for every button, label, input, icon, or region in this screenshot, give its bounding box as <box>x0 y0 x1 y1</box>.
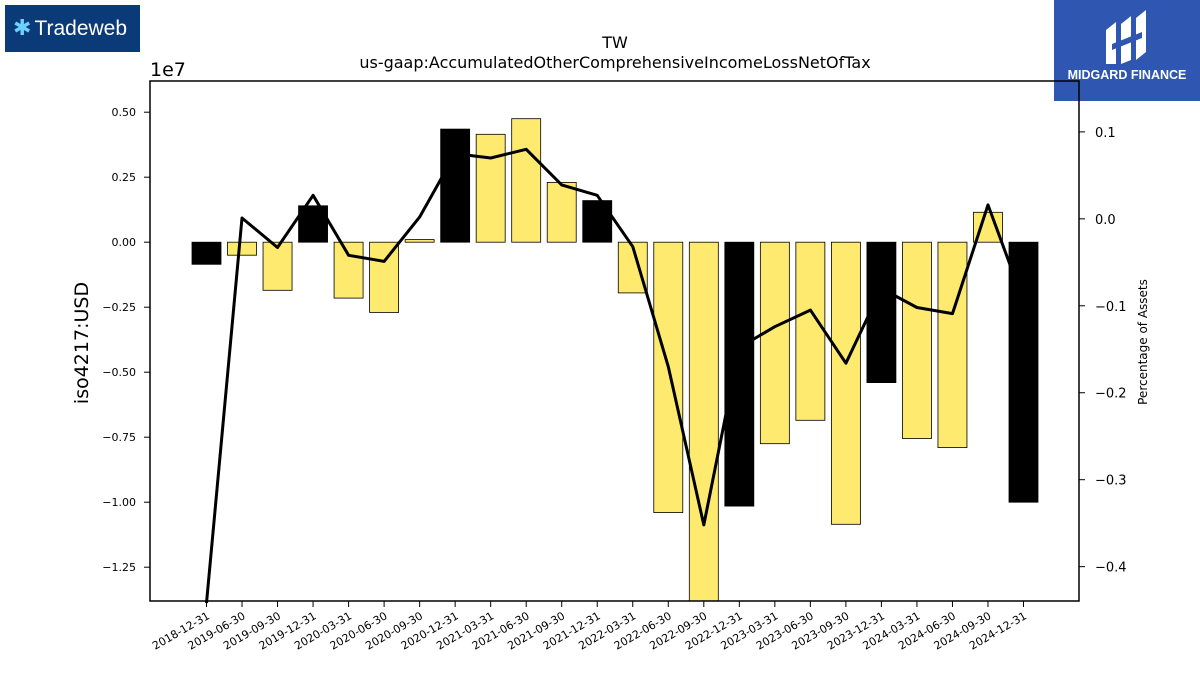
y2-tick-label: −0.2 <box>1095 387 1127 402</box>
tradeweb-logo-icon: ✱ <box>13 15 32 41</box>
y-tick-label: −1.00 <box>102 496 136 509</box>
bar-2022-09-30 <box>688 241 719 602</box>
y2-tick-label: −0.4 <box>1095 561 1127 576</box>
y-tick-label: 0.00 <box>112 236 137 249</box>
y-tick-label: −0.50 <box>102 366 136 379</box>
chart-subtitle: us-gaap:AccumulatedOtherComprehensiveInc… <box>359 53 870 72</box>
tradeweb-logo-text: Tradeweb <box>34 16 128 40</box>
y-axis-label: iso4217:USD <box>71 282 93 404</box>
bar-2019-09-30 <box>262 241 293 291</box>
y2-tick-label: −0.3 <box>1095 474 1127 489</box>
bar-2024-12-31 <box>1008 241 1039 503</box>
bar-2023-03-31 <box>759 241 790 445</box>
bar-2023-06-30 <box>795 241 826 421</box>
y-tick-label: −0.75 <box>102 431 136 444</box>
bar-2021-09-30 <box>546 181 577 243</box>
bar-2019-06-30 <box>227 241 257 256</box>
bar-2022-12-31 <box>724 241 755 507</box>
bar-2024-03-31 <box>902 241 932 439</box>
bar-2018-12-31 <box>191 241 222 265</box>
y2-tick-label: 0.1 <box>1095 126 1116 141</box>
bar-2020-06-30 <box>369 241 400 313</box>
midgard-logo-icon <box>1106 10 1146 64</box>
bar-2020-09-30 <box>404 239 435 243</box>
tradeweb-logo: ✱ Tradeweb <box>5 5 140 52</box>
y2-tick-label: 0.0 <box>1095 213 1116 228</box>
y-tick-label: 0.25 <box>112 171 137 184</box>
percentage-of-assets-line <box>205 147 1025 604</box>
bar-2021-06-30 <box>511 118 542 243</box>
chart-title: TW <box>601 33 628 52</box>
bar-2022-06-30 <box>653 241 684 513</box>
y-tick-label: −1.25 <box>102 561 136 574</box>
bar-2021-12-31 <box>582 200 613 243</box>
bar-2023-12-31 <box>866 241 897 383</box>
bar-2021-03-31 <box>475 133 506 243</box>
y-offset-label: 1e7 <box>150 59 186 81</box>
bar-2024-06-30 <box>937 241 968 448</box>
midgard-logo-text: MIDGARD FINANCE <box>1067 68 1187 82</box>
y-tick-label: 0.50 <box>112 106 137 119</box>
y2-tick-label: −0.1 <box>1095 300 1127 315</box>
y-tick-label: −0.25 <box>102 301 136 314</box>
midgard-finance-logo: MIDGARD FINANCE <box>1054 0 1200 101</box>
bar-2023-09-30 <box>830 241 861 525</box>
plot-frame <box>149 80 1080 602</box>
bar-2020-12-31 <box>440 128 471 243</box>
bar-2020-03-31 <box>333 241 364 299</box>
y2-axis-label: Percentage of Assets <box>1136 279 1150 405</box>
